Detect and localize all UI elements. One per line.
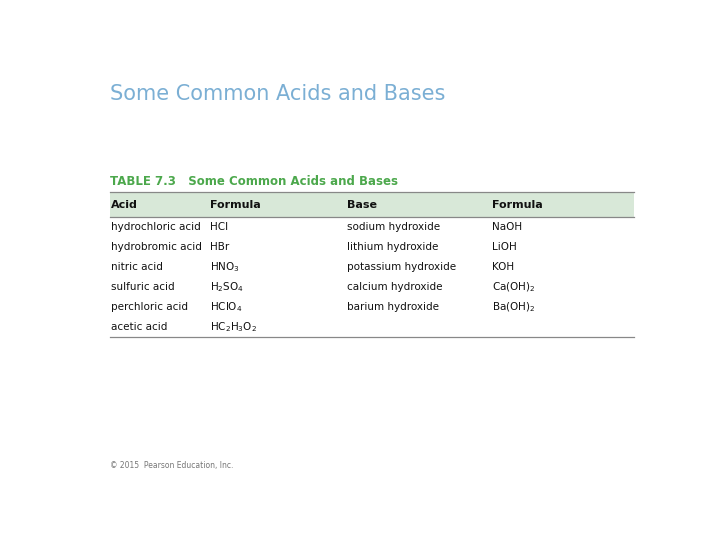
Text: H$_2$SO$_4$: H$_2$SO$_4$ xyxy=(210,280,244,294)
Text: Base: Base xyxy=(347,199,377,210)
Text: acetic acid: acetic acid xyxy=(111,322,168,332)
Text: HBr: HBr xyxy=(210,242,229,252)
Text: sulfuric acid: sulfuric acid xyxy=(111,282,175,292)
Text: barium hydroxide: barium hydroxide xyxy=(347,302,438,312)
Text: NaOH: NaOH xyxy=(492,222,522,232)
Text: Ba(OH)$_2$: Ba(OH)$_2$ xyxy=(492,300,535,314)
Text: Some Common Acids and Bases: Some Common Acids and Bases xyxy=(109,84,445,104)
Text: perchloric acid: perchloric acid xyxy=(111,302,188,312)
Text: potassium hydroxide: potassium hydroxide xyxy=(347,262,456,272)
Text: Formula: Formula xyxy=(492,199,542,210)
Text: © 2015  Pearson Education, Inc.: © 2015 Pearson Education, Inc. xyxy=(109,461,233,470)
Text: HClO$_4$: HClO$_4$ xyxy=(210,300,243,314)
Text: HC$_2$H$_3$O$_2$: HC$_2$H$_3$O$_2$ xyxy=(210,320,257,334)
Text: Formula: Formula xyxy=(210,199,261,210)
Text: KOH: KOH xyxy=(492,262,514,272)
Text: hydrobromic acid: hydrobromic acid xyxy=(111,242,202,252)
Bar xyxy=(109,192,634,218)
Text: HCl: HCl xyxy=(210,222,228,232)
Text: HNO$_3$: HNO$_3$ xyxy=(210,260,240,274)
Text: TABLE 7.3   Some Common Acids and Bases: TABLE 7.3 Some Common Acids and Bases xyxy=(109,175,397,188)
Text: nitric acid: nitric acid xyxy=(111,262,163,272)
Text: calcium hydroxide: calcium hydroxide xyxy=(347,282,442,292)
Text: Ca(OH)$_2$: Ca(OH)$_2$ xyxy=(492,280,536,294)
Text: sodium hydroxide: sodium hydroxide xyxy=(347,222,440,232)
Text: lithium hydroxide: lithium hydroxide xyxy=(347,242,438,252)
Text: hydrochloric acid: hydrochloric acid xyxy=(111,222,201,232)
Text: LiOH: LiOH xyxy=(492,242,516,252)
Text: Acid: Acid xyxy=(111,199,138,210)
